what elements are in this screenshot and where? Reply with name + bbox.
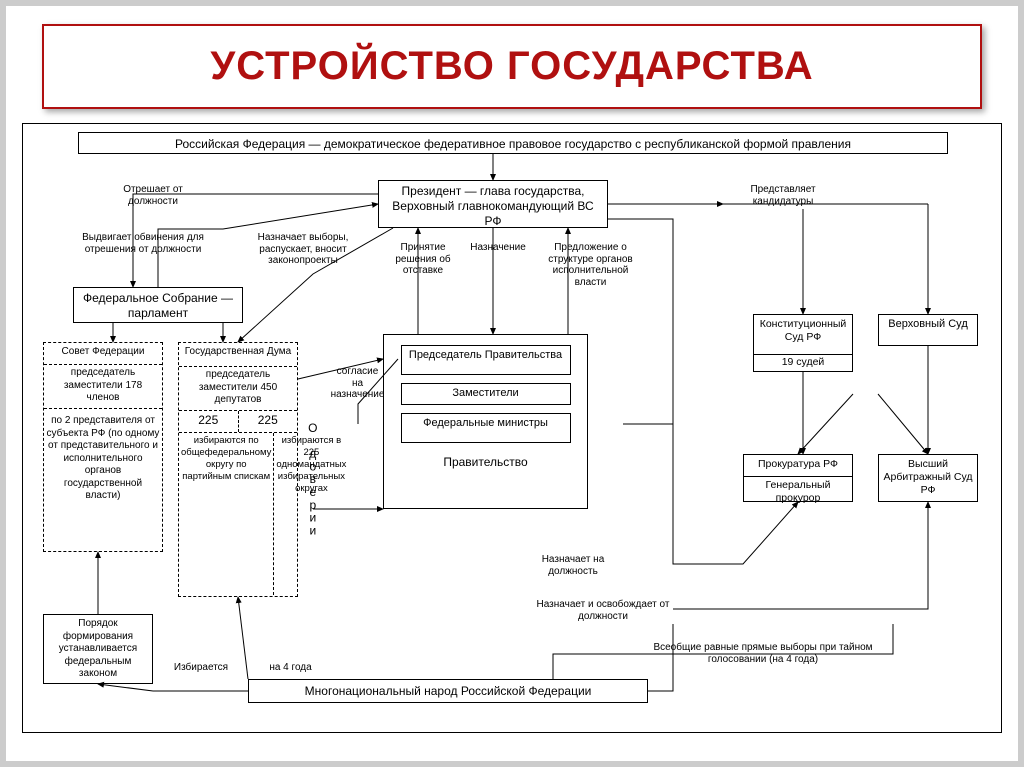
duma-225b: 225: [239, 411, 298, 432]
arbitration-court-box: Высший Арбитражный Суд РФ: [878, 454, 978, 502]
president-box: Президент — глава государства, Верховный…: [378, 180, 608, 228]
label-elected: Избирается: [171, 662, 231, 674]
sovfed-chair: председатель заместители 178 членов: [44, 365, 162, 409]
people-box: Многонациональный народ Российской Федер…: [248, 679, 648, 703]
diagram-canvas: Российская Федерация — демократическое ф…: [22, 123, 1002, 733]
prosecutor-title: Прокуратура РФ: [744, 455, 852, 477]
pm-box: Председатель Правительства: [401, 345, 571, 375]
label-4years: на 4 года: [263, 662, 318, 674]
label-consent: согласие на назначение: [330, 366, 385, 401]
label-appointment: Назначение: [463, 242, 533, 254]
page-title: УСТРОЙСТВО ГОСУДАРСТВА: [54, 44, 970, 89]
duma-225a: 225: [179, 411, 239, 432]
rf-definition: Российская Федерация — демократическое ф…: [78, 132, 948, 154]
federal-assembly-box: Федеральное Собрание — парламент: [73, 287, 243, 323]
gen-prosecutor: Генеральный прокурор: [744, 477, 852, 505]
duma-box: Государственная Дума председатель замест…: [178, 342, 298, 597]
label-direct-elections: Всеобщие равные прямые выборы при тайном…: [638, 642, 888, 665]
const-court-title: Конституционный Суд РФ: [754, 315, 852, 355]
label-appoints-dismisses: Назначает и освобождает от должности: [523, 599, 683, 622]
trust-label: О доверии: [305, 399, 319, 559]
sovfed-title: Совет Федерации: [44, 343, 162, 365]
government-label: Правительство: [394, 455, 577, 470]
const-court-judges: 19 судей: [754, 355, 852, 369]
label-dismisses: Отрешает от должности: [108, 184, 198, 207]
deputies-box: Заместители: [401, 383, 571, 405]
title-box: УСТРОЙСТВО ГОСУДАРСТВА: [42, 24, 982, 109]
label-appoints-to-position: Назначает на должность: [523, 554, 623, 577]
supreme-court-box: Верховный Суд: [878, 314, 978, 346]
label-resignation: Принятие решения об отставке: [388, 242, 458, 277]
const-court-box: Конституционный Суд РФ 19 судей: [753, 314, 853, 372]
fed-ministers-box: Федеральные министры: [401, 413, 571, 443]
label-nominates: Представляет кандидатуры: [738, 184, 828, 207]
label-structure-proposal: Предложение о структуре органов исполнит…: [538, 242, 643, 288]
government-container: Председатель Правительства Заместители Ф…: [383, 334, 588, 509]
formation-order-box: Порядок формирования устанавливается фед…: [43, 614, 153, 684]
sovfed-formation: по 2 представителя от субъекта РФ (по од…: [44, 409, 162, 549]
duma-party-lists: избираются по общефедеральному округу по…: [179, 433, 274, 595]
label-elections: Назначает выборы, распускает, вносит зак…: [248, 232, 358, 267]
duma-title: Государственная Дума: [179, 343, 297, 367]
duma-chair: председатель заместители 450 депутатов: [179, 367, 297, 411]
label-charges: Выдвигает обвинения для отрешения от дол…: [78, 232, 208, 255]
prosecutor-box: Прокуратура РФ Генеральный прокурор: [743, 454, 853, 502]
sovfed-box: Совет Федерации председатель заместители…: [43, 342, 163, 552]
